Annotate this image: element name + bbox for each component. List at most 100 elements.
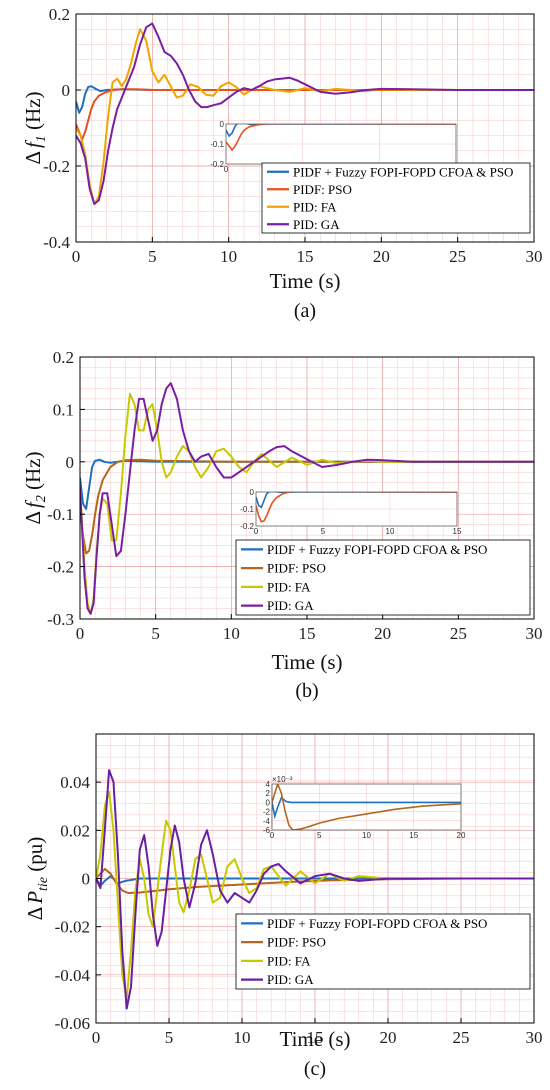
x-tick-label: 15 [307,1028,324,1047]
y-axis-label-symbol: f [21,139,45,148]
inset-series-line-2 [256,492,457,523]
inset-series-line-2 [226,124,456,152]
y-tick-label: 0 [62,81,71,100]
y-tick-label: -0.02 [55,918,90,937]
y-axis-label-delta: Δ [23,907,47,921]
y-tick-label: -0.2 [43,157,70,176]
legend-label-4: PID: GA [267,972,314,987]
inset-x-tick-label: 5 [317,831,322,840]
inset-border [271,783,462,831]
legend-label-4: PID: GA [267,598,314,613]
x-tick-label: 30 [526,624,543,643]
panel-caption: (a) [294,300,316,322]
x-tick-label: 20 [373,247,390,266]
y-axis-label-subscript: 2 [34,495,49,502]
inset-multiplier: ×10⁻³ [272,775,293,784]
series-line-4 [80,382,534,615]
inset-y-tick-label: -0.1 [240,505,254,514]
y-axis-label: Δf1 (Hz) [21,91,49,164]
inset-x-tick-label: 0 [224,165,229,174]
y-tick-label: -0.3 [47,610,74,629]
series-line-3 [80,392,534,615]
series-line-1 [96,875,534,887]
y-tick-label: -0.06 [55,1014,90,1033]
panel-caption: (b) [295,680,318,702]
x-tick-label: 10 [220,247,237,266]
x-tick-label: 0 [72,247,81,266]
x-tick-label: 5 [151,624,160,643]
series-group [80,382,534,615]
inset-y-tick-label: -0.2 [240,522,254,531]
inset-y-tick-label: 4 [266,780,271,789]
chart-panel-3: 0 5 10 15 20 25 30-0.06-0.04-0.0200.020.04Time… [23,733,543,1080]
y-tick-label: 0.2 [49,5,70,24]
inset-y-tick-label: -0.1 [210,140,224,149]
x-axis-label: Time (s) [270,269,341,293]
y-axis-label-symbol: P [23,891,47,905]
legend-label-2: PIDF: PSO [293,182,352,197]
inset-series-line-1 [226,124,456,138]
series-group [96,769,534,1010]
x-axis-label: Time (s) [272,650,343,674]
x-tick-label: 30 [526,1028,543,1047]
legend-label-3: PID: FA [267,579,311,594]
y-axis-label-delta: Δ [21,511,45,525]
y-axis-label-symbol: f [21,499,45,508]
y-axis-label-unit: (pu) [23,837,47,877]
inset-series-group [226,124,456,152]
y-tick-label: 0.02 [60,821,90,840]
inset-chart: 0 5 10 15 -0.2 -0.1 0 [240,488,462,536]
panel-caption: (c) [304,1058,326,1080]
legend-box [235,913,531,990]
legend-box [235,539,531,616]
inset-y-tick-label: 2 [266,789,271,798]
inset-x-tick-label: 5 [321,527,326,536]
series-line-3 [96,790,534,1000]
inset-x-tick-label: 20 [457,831,466,840]
inset-y-tick-label: -2 [263,808,271,817]
y-tick-label: 0.1 [53,400,74,419]
inset-y-tick-label: 0 [250,488,255,497]
x-tick-label: 20 [380,1028,397,1047]
x-tick-label: 10 [234,1028,251,1047]
series-line-4 [76,22,534,205]
legend: PIDF + Fuzzy FOPI-FOPD CFOA & PSO PIDF: P… [261,162,531,234]
legend-label-1: PIDF + Fuzzy FOPI-FOPD CFOA & PSO [293,164,513,179]
y-tick-label: -0.04 [55,966,91,985]
inset-series-group [272,784,461,830]
inset-y-tick-label: 0 [220,120,225,129]
legend: PIDF + Fuzzy FOPI-FOPD CFOA & PSO PIDF: P… [235,539,531,616]
inset-x-tick-label: 0 [254,527,259,536]
legend: PIDF + Fuzzy FOPI-FOPD CFOA & PSO PIDF: P… [235,913,531,990]
x-tick-label: 25 [453,1028,470,1047]
y-tick-label: 0 [66,453,75,472]
x-tick-label: 20 [374,624,391,643]
inset-y-tick-label: -6 [263,826,271,835]
x-tick-label: 25 [450,624,467,643]
x-tick-label: 5 [165,1028,174,1047]
legend-label-3: PID: FA [293,199,337,214]
y-axis-label-unit: (Hz) [21,451,45,495]
legend-label-1: PIDF + Fuzzy FOPI-FOPD CFOA & PSO [267,542,487,557]
y-tick-label: 0.2 [53,348,74,367]
y-axis-label-subscript: tie [36,877,51,891]
series-line-2 [76,88,534,141]
x-tick-label: 30 [526,247,543,266]
legend-label-1: PIDF + Fuzzy FOPI-FOPD CFOA & PSO [267,916,487,931]
y-tick-label: 0 [82,870,91,889]
inset-x-tick-label: 10 [362,831,371,840]
inset-x-tick-label: 10 [386,527,395,536]
x-tick-label: 15 [299,624,316,643]
legend-label-2: PIDF: PSO [267,935,326,950]
inset-x-tick-label: 15 [453,527,462,536]
x-axis-label: Time (s) [280,1027,351,1051]
x-tick-label: 0 [76,624,85,643]
series-line-2 [80,458,534,555]
inset-y-tick-label: 0 [266,798,271,807]
legend-label-2: PIDF: PSO [267,561,326,576]
y-axis-label-subscript: 1 [34,135,49,142]
